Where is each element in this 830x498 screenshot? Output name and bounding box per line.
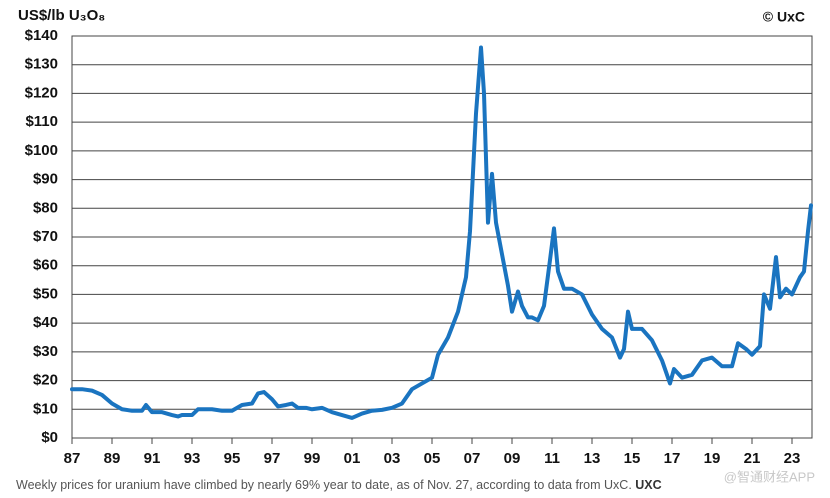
y-tick-label: $60 xyxy=(33,257,58,274)
y-tick-label: $90 xyxy=(33,171,58,188)
x-tick-label: 17 xyxy=(664,450,681,467)
x-tick-label: 11 xyxy=(544,450,560,467)
x-tick-label: 07 xyxy=(464,450,481,467)
x-tick-label: 09 xyxy=(504,450,521,467)
x-tick-label: 19 xyxy=(704,450,721,467)
x-tick-label: 03 xyxy=(384,450,401,467)
x-tick-label: 99 xyxy=(304,450,321,467)
y-tick-label: $100 xyxy=(25,142,58,159)
chart-title: US$/lb U₃O₈ xyxy=(18,7,105,24)
y-tick-label: $40 xyxy=(33,314,58,331)
y-tick-label: $0 xyxy=(41,429,58,446)
x-tick-label: 13 xyxy=(584,450,601,467)
y-tick-label: $110 xyxy=(25,113,58,130)
y-tick-label: $120 xyxy=(25,84,58,101)
y-tick-label: $130 xyxy=(25,56,58,73)
caption-text: Weekly prices for uranium have climbed b… xyxy=(16,478,632,492)
x-tick-label: 23 xyxy=(784,450,801,467)
price-line xyxy=(70,45,813,420)
y-tick-label: $80 xyxy=(33,199,58,216)
x-tick-label: 87 xyxy=(64,450,81,467)
y-tick-label: $140 xyxy=(25,27,58,44)
y-tick-label: $10 xyxy=(33,400,58,417)
x-tick-label: 21 xyxy=(744,450,761,467)
plot-border xyxy=(71,35,813,439)
caption-source: UXC xyxy=(635,478,661,492)
x-tick-label: 15 xyxy=(624,450,641,467)
y-tick-label: $30 xyxy=(33,343,58,360)
watermark: @智通财经APP xyxy=(724,469,815,484)
caption: Weekly prices for uranium have climbed b… xyxy=(16,478,662,492)
x-tick-label: 97 xyxy=(264,450,281,467)
y-tick-label: $20 xyxy=(33,372,58,389)
x-tick-label: 93 xyxy=(184,450,201,467)
x-tick-label: 91 xyxy=(144,450,161,467)
x-tick-label: 95 xyxy=(224,450,241,467)
y-tick-label: $50 xyxy=(33,285,58,302)
x-tick-label: 01 xyxy=(344,450,361,467)
source: © UxC xyxy=(763,9,805,25)
y-tick-label: $70 xyxy=(33,228,58,245)
x-tick-label: 05 xyxy=(424,450,441,467)
x-tick-label: 89 xyxy=(104,450,121,467)
